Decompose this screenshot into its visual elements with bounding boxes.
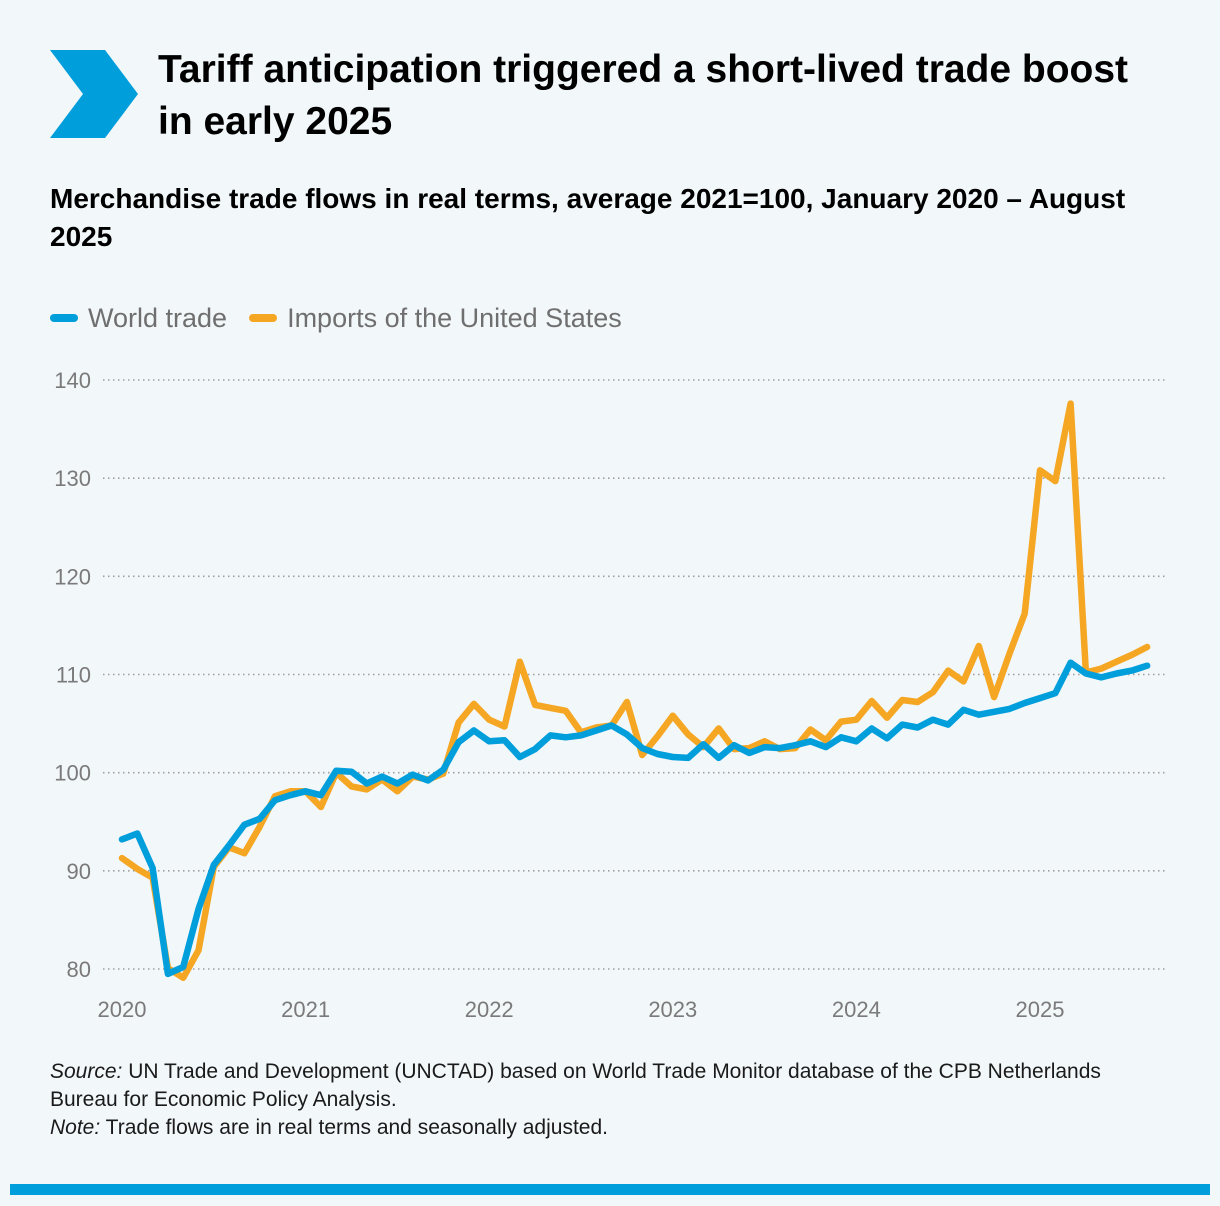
y-tick-label-80: 80 bbox=[67, 957, 91, 982]
note: Note: Trade flows are in real terms and … bbox=[50, 1114, 1170, 1142]
x-tick-label-2021: 2021 bbox=[281, 997, 330, 1022]
y-tick-label-130: 130 bbox=[54, 466, 91, 491]
chart-footnote: Source: UN Trade and Development (UNCTAD… bbox=[50, 1058, 1170, 1142]
legend-item-world-trade: World trade bbox=[50, 303, 227, 334]
x-tick-label-2023: 2023 bbox=[648, 997, 697, 1022]
line-chart: 80 90 100 110 120 130 140 2020 2021 2022 2023 2024 2… bbox=[54, 368, 1168, 1022]
y-tick-label-110: 110 bbox=[56, 663, 91, 688]
y-tick-label-140: 140 bbox=[54, 368, 91, 393]
legend-label-us-imports: Imports of the United States bbox=[287, 302, 622, 333]
x-tick-label-2022: 2022 bbox=[465, 997, 514, 1022]
chevron-right-icon bbox=[50, 50, 138, 138]
source-text: UN Trade and Development (UNCTAD) based … bbox=[50, 1060, 1101, 1111]
chart-title: Tariff anticipation triggered a short-li… bbox=[158, 48, 1129, 143]
bottom-accent-bar bbox=[10, 1184, 1210, 1195]
legend-item-us-imports: Imports of the United States bbox=[249, 303, 622, 334]
legend-swatch-world-trade bbox=[50, 314, 78, 322]
x-tick-label-2024: 2024 bbox=[832, 997, 881, 1022]
x-tick-label-2020: 2020 bbox=[98, 997, 147, 1022]
chart-legend: World trade Imports of the United States bbox=[50, 300, 644, 336]
source-label: Source: bbox=[50, 1060, 123, 1083]
legend-swatch-us-imports bbox=[249, 314, 278, 322]
note-text: Trade flows are in real terms and season… bbox=[105, 1116, 608, 1139]
y-tick-label-100: 100 bbox=[54, 761, 91, 786]
series-line-world-trade bbox=[118, 659, 1151, 978]
y-tick-label-90: 90 bbox=[67, 859, 91, 884]
note-label: Note: bbox=[50, 1116, 101, 1139]
legend-label-world-trade: World trade bbox=[88, 302, 228, 333]
chart-subtitle: Merchandise trade flows in real terms, a… bbox=[50, 183, 1126, 252]
y-tick-label-120: 120 bbox=[54, 564, 91, 589]
source-note: Source: UN Trade and Development (UNCTAD… bbox=[50, 1058, 1170, 1114]
x-tick-label-2025: 2025 bbox=[1016, 997, 1065, 1022]
series-line-us-imports bbox=[118, 400, 1151, 982]
